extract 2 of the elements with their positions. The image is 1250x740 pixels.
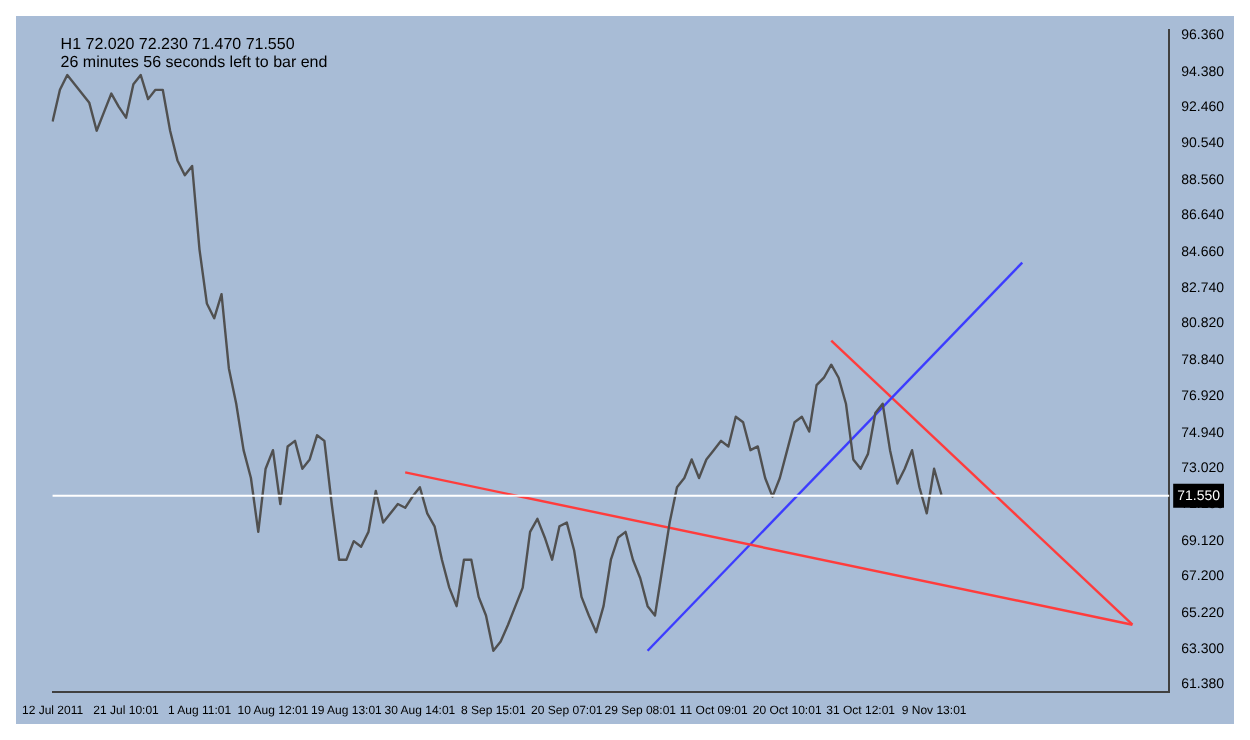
text: 26 minutes 56 seconds left to bar end <box>60 52 328 71</box>
chart-title: H1 72.020 72.230 71.470 71.550 <box>60 34 296 53</box>
